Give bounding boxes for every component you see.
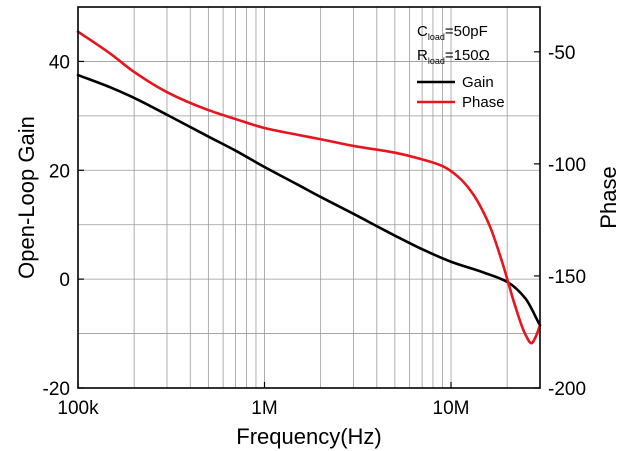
right-y-tick-label: -100 [548,155,586,176]
series-layer [76,30,542,345]
x-tick-label: 1M [251,398,277,419]
x-tick-label: 100k [57,398,99,419]
legend-label-phase: Phase [462,94,505,111]
grid [78,7,540,388]
legend: Cload=50pF Rload=150Ω Gain Phase [417,23,505,111]
left-y-tick-label: 0 [59,270,70,291]
right-y-axis-title: Phase [596,166,621,228]
right-y-tick-label: -50 [548,43,575,64]
x-axis-title: Frequency(Hz) [236,424,381,449]
right-y-tick-label: -200 [548,379,586,400]
left-y-tick-label: -20 [43,379,70,400]
plot-frame [77,6,541,389]
series-line-phase [76,30,542,345]
right-y-tick-label: -150 [548,267,586,288]
x-tick-label: 10M [433,398,470,419]
left-y-axis-title: Open-Loop Gain [14,116,39,279]
legend-condition-load-c: Cload=50pF [417,23,488,42]
legend-label-gain: Gain [462,74,494,91]
left-y-tick-label: 40 [49,52,70,73]
legend-condition-load-r: Rload=150Ω [417,47,490,66]
left-y-tick-label: 20 [49,161,70,182]
series-line-gain [76,73,542,327]
